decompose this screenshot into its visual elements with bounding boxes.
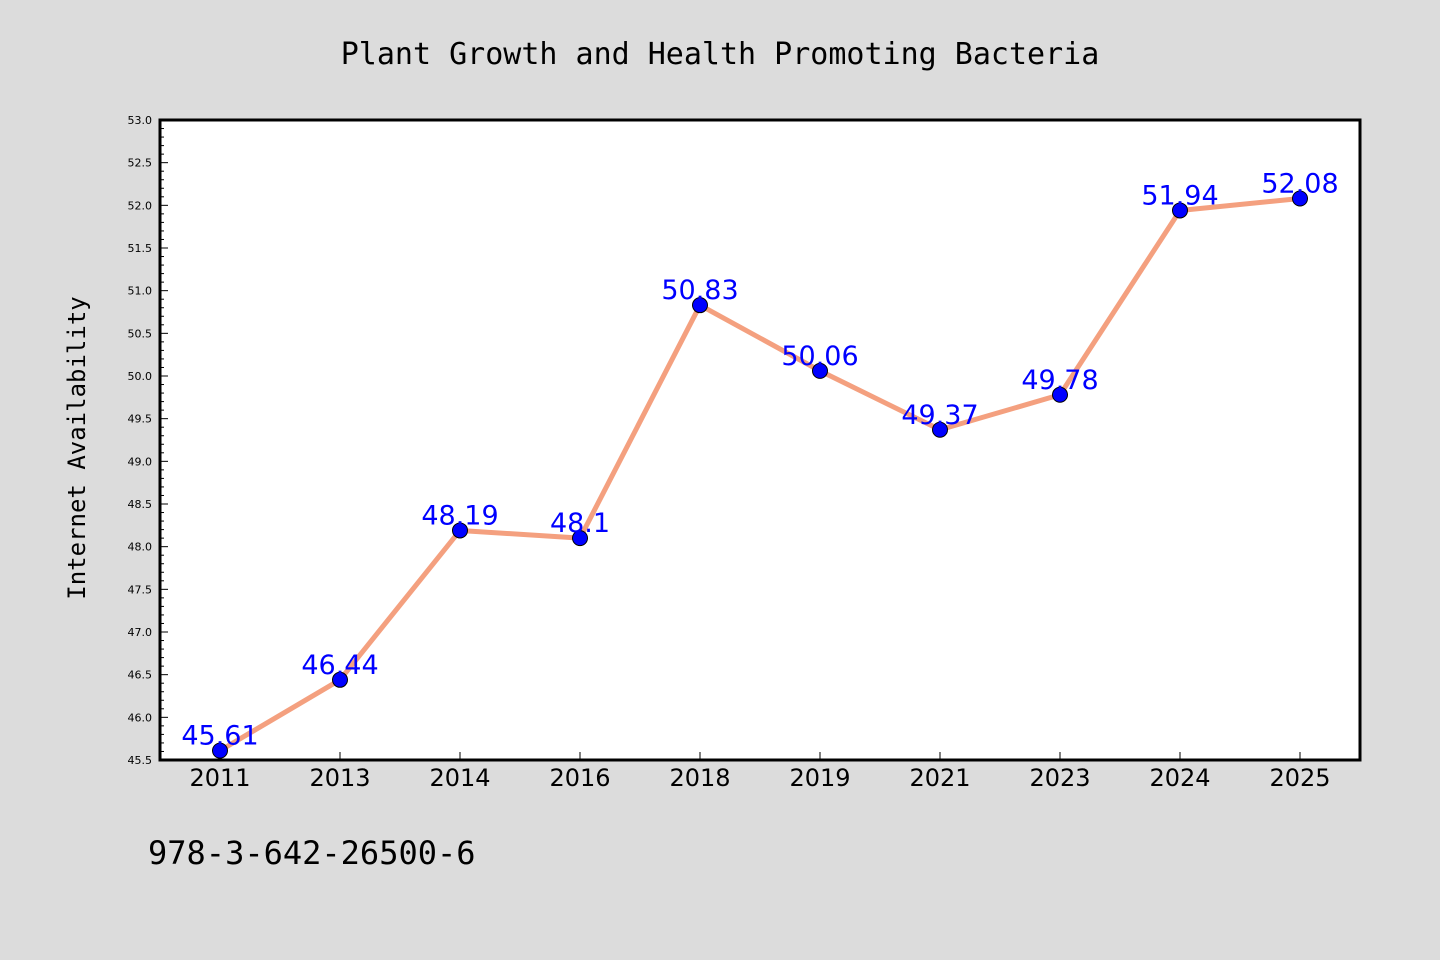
data-point	[932, 421, 948, 438]
x-tick-label: 2024	[1149, 764, 1210, 792]
y-tick-label: 52.0	[128, 199, 153, 212]
y-tick-label: 53.0	[128, 114, 153, 127]
data-point	[572, 530, 588, 547]
y-tick-label: 51.5	[128, 242, 153, 255]
x-tick-label: 2023	[1029, 764, 1090, 792]
x-tick-label: 2016	[549, 764, 610, 792]
x-tick-label: 2025	[1269, 764, 1330, 792]
data-point	[452, 522, 468, 539]
y-axis-label: Internet Availability	[63, 296, 91, 599]
y-tick-label: 47.0	[128, 626, 153, 639]
y-tick-label: 50.5	[128, 327, 153, 340]
y-tick-label: 51.0	[128, 285, 153, 298]
x-tick-label: 2018	[669, 764, 730, 792]
data-label: 49.37	[901, 400, 978, 431]
data-label: 50.83	[661, 275, 738, 306]
data-point	[812, 362, 828, 379]
data-label: 51.94	[1141, 180, 1218, 211]
x-tick-label: 2013	[309, 764, 370, 792]
data-series: 45.61 46.44 48.19 48.1 50.83 50.06 49.37 49.78 5…	[181, 169, 1339, 759]
y-tick-label: 47.5	[128, 583, 153, 596]
x-tick-label: 2011	[189, 764, 250, 792]
plot-frame	[158, 118, 1362, 762]
y-tick-label: 49.0	[128, 455, 153, 468]
data-label: 52.08	[1261, 169, 1338, 200]
data-label: 50.06	[781, 341, 858, 372]
data-point	[1292, 190, 1308, 207]
data-label: 49.78	[1021, 365, 1098, 396]
data-label: 48.1	[550, 508, 610, 539]
x-tick-label: 2021	[909, 764, 970, 792]
y-tick-label: 45.5	[128, 754, 153, 767]
y-tick-label: 48.0	[128, 541, 153, 554]
isbn-footer: 978-3-642-26500-6	[148, 834, 476, 872]
data-label: 45.61	[181, 721, 258, 752]
x-tick-label: 2014	[429, 764, 490, 792]
y-axis: 45.5 46.0 46.5 47.0 47.5 48.0 48.5 49.0 49.5 50.0…	[128, 114, 168, 767]
y-tick-label: 49.5	[128, 413, 153, 426]
x-tick-label: 2019	[789, 764, 850, 792]
chart-title: Plant Growth and Health Promoting Bacter…	[341, 37, 1100, 72]
data-point	[692, 297, 708, 314]
y-tick-label: 46.0	[128, 711, 153, 724]
data-point	[1052, 386, 1068, 403]
y-tick-label: 46.5	[128, 669, 153, 682]
y-tick-label: 50.0	[128, 370, 153, 383]
data-point	[212, 742, 228, 759]
data-label: 48.19	[421, 500, 498, 531]
data-point	[332, 671, 348, 688]
series-line	[218, 196, 1301, 753]
data-label: 46.44	[301, 650, 378, 681]
data-point	[1172, 202, 1188, 219]
y-tick-label: 52.5	[128, 157, 153, 170]
y-tick-label: 48.5	[128, 498, 153, 511]
